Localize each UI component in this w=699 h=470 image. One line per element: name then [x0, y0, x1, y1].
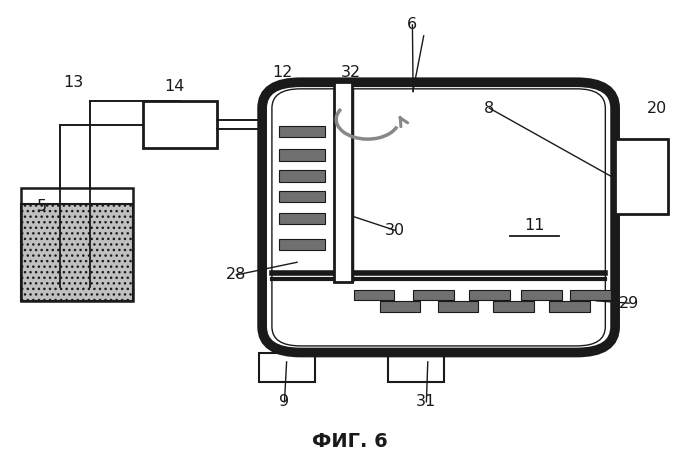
Bar — [521, 290, 562, 300]
FancyBboxPatch shape — [262, 82, 615, 352]
Text: 30: 30 — [385, 223, 405, 238]
Text: ФИГ. 6: ФИГ. 6 — [312, 432, 387, 451]
Text: 13: 13 — [64, 75, 83, 90]
Bar — [334, 82, 352, 282]
Bar — [438, 301, 478, 312]
Text: 20: 20 — [647, 101, 667, 116]
Text: 11: 11 — [524, 218, 545, 233]
Bar — [279, 191, 324, 202]
Bar — [615, 139, 668, 214]
Bar — [21, 188, 133, 301]
Bar — [493, 301, 534, 312]
Bar — [570, 290, 611, 300]
Text: 5: 5 — [37, 199, 47, 214]
Text: 32: 32 — [341, 65, 361, 80]
Text: 8: 8 — [484, 101, 494, 116]
Bar — [279, 171, 324, 182]
Bar — [549, 301, 590, 312]
Bar — [279, 126, 324, 137]
Bar — [21, 204, 133, 301]
Bar — [279, 212, 324, 225]
Bar — [469, 290, 510, 300]
Text: 31: 31 — [417, 394, 436, 409]
Text: 28: 28 — [226, 267, 247, 282]
Text: 14: 14 — [164, 79, 185, 94]
Bar — [279, 149, 324, 161]
Text: 29: 29 — [619, 296, 639, 311]
Bar — [413, 290, 454, 300]
Bar — [380, 301, 420, 312]
Text: 9: 9 — [280, 394, 289, 409]
Text: 6: 6 — [408, 17, 417, 32]
Bar — [354, 290, 394, 300]
Bar — [259, 352, 315, 382]
Bar — [279, 239, 324, 251]
Text: 12: 12 — [272, 65, 293, 80]
Bar — [388, 352, 444, 382]
Bar — [143, 101, 217, 148]
